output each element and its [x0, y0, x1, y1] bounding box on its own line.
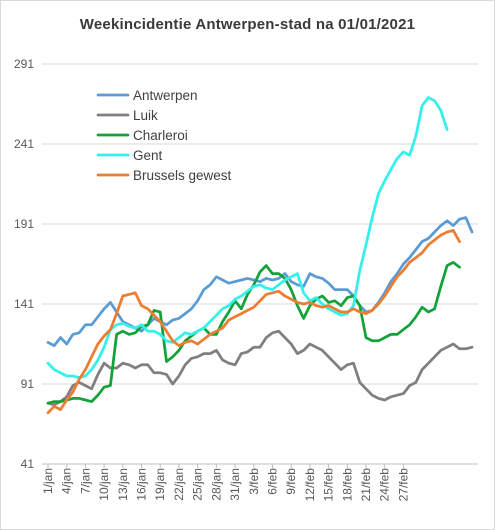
y-tick-label: 141 [14, 297, 34, 311]
x-tick-label: 3/feb [247, 468, 261, 495]
x-tick-label: 16/jan [135, 468, 149, 501]
y-tick-label: 291 [14, 57, 34, 71]
x-tick-label: 31/jan [228, 468, 242, 501]
x-tick-label: 25/jan [191, 468, 205, 501]
series-line-charleroi [46, 261, 461, 405]
legend-label: Brussels gewest [133, 168, 232, 183]
x-tick-label: 9/feb [284, 468, 298, 495]
x-tick-label: 27/feb [396, 468, 410, 502]
x-tick-label: 18/feb [340, 468, 354, 502]
x-tick-label: 7/jan [78, 468, 92, 494]
x-tick-label: 12/feb [303, 468, 317, 502]
x-tick-label: 4/jan [60, 468, 74, 494]
series-lines [46, 96, 474, 415]
x-tick-label: 13/jan [116, 468, 130, 501]
series-line-luik [46, 329, 474, 407]
y-tick-label: 241 [14, 137, 34, 151]
legend-label: Gent [133, 148, 163, 163]
x-tick-label: 1/jan [41, 468, 55, 494]
legend-label: Charleroi [133, 128, 188, 143]
y-tick-label: 41 [21, 457, 35, 471]
x-tick-label: 15/feb [322, 468, 336, 502]
legend-label: Luik [133, 108, 158, 123]
x-axis-ticks: 1/jan 4/jan 7/jan 10/jan 13/jan 16/jan 19/jan 2… [41, 464, 410, 501]
x-tick-label: 24/feb [378, 468, 392, 502]
series-line-brussels-gewest [46, 229, 461, 415]
x-tick-label: 28/jan [209, 468, 223, 501]
legend-label: Antwerpen [133, 88, 198, 103]
series-line-antwerpen [46, 216, 474, 347]
x-tick-label: 21/feb [359, 468, 373, 502]
y-tick-label: 191 [14, 217, 34, 231]
x-tick-label: 10/jan [97, 468, 111, 501]
chart-title: Weekincidentie Antwerpen-stad na 01/01/2… [79, 16, 416, 33]
series-line-gent [46, 96, 449, 379]
y-axis-ticks: 41 91 141 191 241 291 [14, 57, 34, 471]
x-tick-label: 19/jan [153, 468, 167, 501]
x-tick-label: 6/feb [265, 468, 279, 495]
legend: Antwerpen Luik Charleroi Gent Brussels gewes… [96, 88, 232, 183]
x-tick-label: 22/jan [172, 468, 186, 501]
gridlines [42, 63, 478, 465]
y-tick-label: 91 [21, 377, 35, 391]
